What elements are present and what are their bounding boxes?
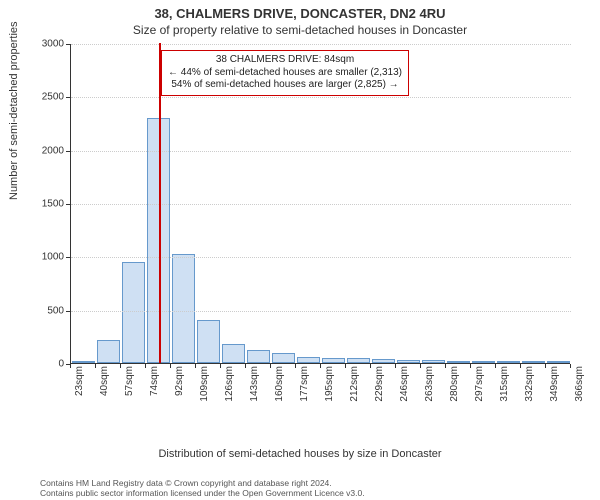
bar [347, 358, 370, 363]
ytick-label: 2000 [24, 145, 64, 156]
xtick-label: 92sqm [174, 366, 185, 396]
xtick-label: 177sqm [299, 366, 310, 402]
xtick-mark [570, 364, 571, 368]
xtick-mark [95, 364, 96, 368]
xtick-label: 109sqm [199, 366, 210, 402]
xtick-label: 297sqm [474, 366, 485, 402]
bar [372, 359, 395, 363]
bar [122, 262, 145, 363]
bar [397, 360, 420, 363]
gridline [71, 311, 571, 312]
footer-line-2: Contains public sector information licen… [40, 489, 600, 498]
bar [497, 361, 520, 363]
xtick-label: 74sqm [149, 366, 160, 396]
xtick-label: 40sqm [99, 366, 110, 396]
xtick-mark [370, 364, 371, 368]
xtick-mark [245, 364, 246, 368]
bar [447, 361, 470, 363]
bar [472, 361, 495, 363]
bar [247, 350, 270, 363]
bar [422, 360, 445, 363]
xtick-label: 315sqm [499, 366, 510, 402]
bar [197, 320, 220, 363]
bar [297, 357, 320, 363]
xtick-mark [195, 364, 196, 368]
bar [522, 361, 545, 363]
xtick-mark [495, 364, 496, 368]
xtick-mark [270, 364, 271, 368]
xtick-label: 263sqm [424, 366, 435, 402]
xtick-mark [220, 364, 221, 368]
ytick-mark [66, 204, 70, 205]
ytick-mark [66, 257, 70, 258]
xtick-mark [145, 364, 146, 368]
y-axis-label: Number of semi-detached properties [8, 21, 20, 200]
xtick-mark [445, 364, 446, 368]
xtick-label: 246sqm [399, 366, 410, 402]
chart-container: 38, CHALMERS DRIVE, DONCASTER, DN2 4RU S… [0, 0, 600, 500]
xtick-label: 160sqm [274, 366, 285, 402]
xtick-mark [545, 364, 546, 368]
legend-line-3: 54% of semi-detached houses are larger (… [168, 79, 402, 92]
bar [547, 361, 570, 363]
xtick-mark [170, 364, 171, 368]
bar [272, 353, 295, 363]
xtick-mark [470, 364, 471, 368]
bar [97, 340, 120, 363]
ytick-label: 0 [24, 359, 64, 370]
ytick-mark [66, 97, 70, 98]
x-axis-label: Distribution of semi-detached houses by … [0, 448, 600, 460]
ytick-mark [66, 44, 70, 45]
xtick-label: 23sqm [74, 366, 85, 396]
xtick-label: 366sqm [574, 366, 585, 402]
xtick-label: 229sqm [374, 366, 385, 402]
chart-area: 38 CHALMERS DRIVE: 84sqm ← 44% of semi-d… [70, 44, 570, 404]
title-address: 38, CHALMERS DRIVE, DONCASTER, DN2 4RU [0, 0, 600, 21]
ytick-label: 1500 [24, 199, 64, 210]
xtick-label: 332sqm [524, 366, 535, 402]
plot-region: 38 CHALMERS DRIVE: 84sqm ← 44% of semi-d… [70, 44, 570, 364]
xtick-label: 349sqm [549, 366, 560, 402]
xtick-label: 126sqm [224, 366, 235, 402]
ytick-label: 500 [24, 305, 64, 316]
ytick-label: 3000 [24, 39, 64, 50]
xtick-label: 280sqm [449, 366, 460, 402]
bar [172, 254, 195, 363]
xtick-mark [420, 364, 421, 368]
gridline [71, 257, 571, 258]
gridline [71, 97, 571, 98]
xtick-mark [345, 364, 346, 368]
title-subtitle: Size of property relative to semi-detach… [0, 21, 600, 37]
footer: Contains HM Land Registry data © Crown c… [0, 479, 600, 498]
xtick-mark [395, 364, 396, 368]
ytick-mark [66, 151, 70, 152]
bar [322, 358, 345, 363]
xtick-label: 212sqm [349, 366, 360, 402]
gridline [71, 204, 571, 205]
ytick-label: 1000 [24, 252, 64, 263]
xtick-label: 195sqm [324, 366, 335, 402]
xtick-mark [295, 364, 296, 368]
ytick-label: 2500 [24, 92, 64, 103]
legend-line-2: ← 44% of semi-detached houses are smalle… [168, 67, 402, 80]
xtick-mark [520, 364, 521, 368]
legend-box: 38 CHALMERS DRIVE: 84sqm ← 44% of semi-d… [161, 50, 409, 96]
xtick-label: 143sqm [249, 366, 260, 402]
bar [72, 361, 95, 363]
xtick-mark [70, 364, 71, 368]
bar [222, 344, 245, 363]
gridline [71, 44, 571, 45]
legend-line-1: 38 CHALMERS DRIVE: 84sqm [168, 54, 402, 67]
ytick-mark [66, 311, 70, 312]
xtick-mark [120, 364, 121, 368]
gridline [71, 151, 571, 152]
xtick-mark [320, 364, 321, 368]
xtick-label: 57sqm [124, 366, 135, 396]
